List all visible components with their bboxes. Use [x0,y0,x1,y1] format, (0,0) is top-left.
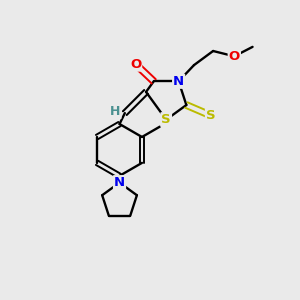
Text: S: S [206,109,215,122]
Text: S: S [161,113,171,126]
Text: N: N [114,176,125,189]
Text: O: O [229,50,240,63]
Text: O: O [130,58,141,70]
Text: N: N [173,75,184,88]
Text: H: H [110,105,121,118]
